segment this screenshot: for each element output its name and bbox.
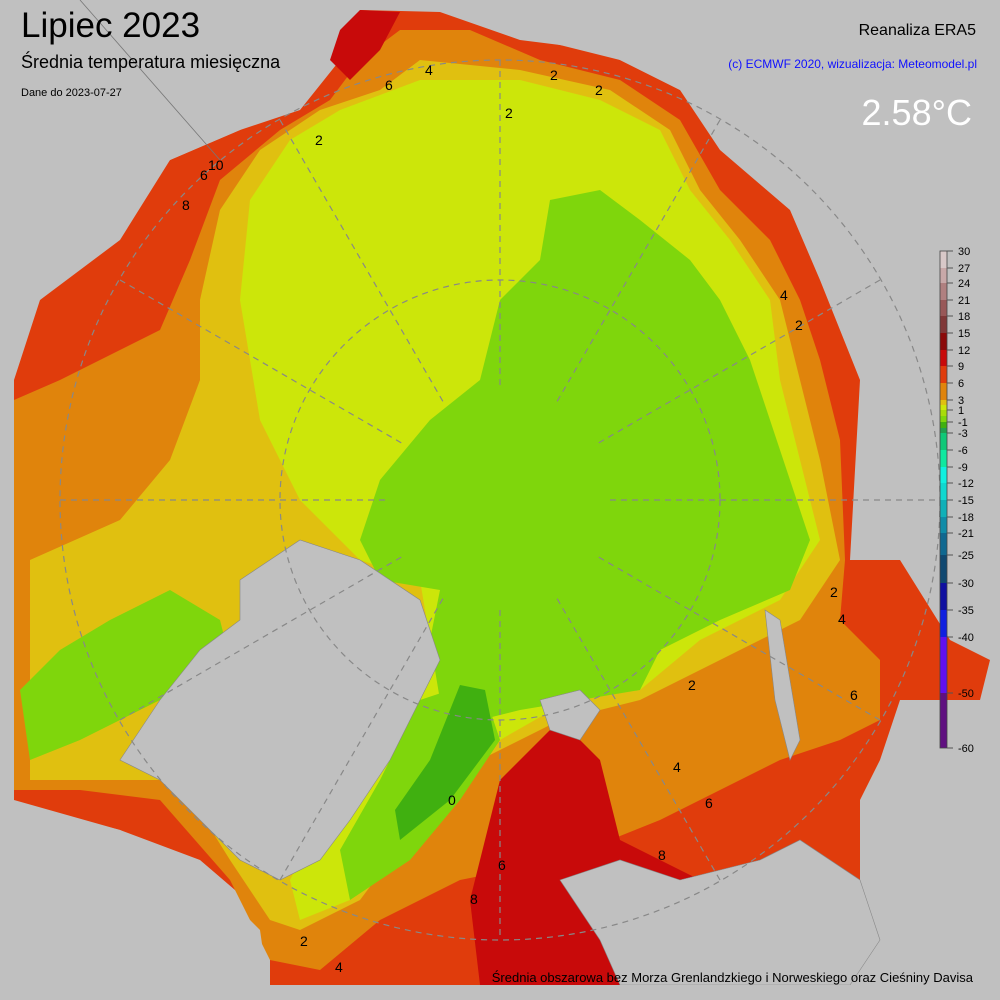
colorbar-band bbox=[940, 405, 947, 410]
colorbar-tick-label: -60 bbox=[958, 743, 974, 755]
contour-label: 4 bbox=[780, 287, 788, 303]
colorbar-band bbox=[940, 450, 947, 467]
contour-label: 4 bbox=[673, 759, 681, 775]
colorbar-tick-label: -21 bbox=[958, 528, 974, 540]
colorbar-band bbox=[940, 410, 947, 416]
contour-label: 2 bbox=[300, 933, 308, 949]
colorbar-band bbox=[940, 316, 947, 333]
contour-label: 4 bbox=[335, 959, 343, 975]
colorbar-tick-label: 24 bbox=[958, 278, 970, 290]
contour-label: 2 bbox=[830, 584, 838, 600]
colorbar-tick-label: -3 bbox=[958, 428, 968, 440]
colorbar-band bbox=[940, 383, 947, 400]
contour-label: 8 bbox=[470, 891, 478, 907]
land-novaya-zemlya bbox=[764, 609, 801, 761]
colorbar-band bbox=[940, 500, 947, 517]
colorbar-band bbox=[940, 283, 947, 300]
land-south bbox=[270, 985, 1000, 1000]
colorbar-tick-label: -18 bbox=[958, 512, 974, 524]
field-green bbox=[360, 190, 810, 720]
colorbar-band bbox=[940, 555, 947, 583]
contour-label: 4 bbox=[838, 611, 846, 627]
field-green-dark bbox=[395, 685, 495, 840]
colorbar-band bbox=[940, 300, 947, 316]
colorbar-tick-label: 6 bbox=[958, 378, 964, 390]
colorbar-tick-label: -35 bbox=[958, 605, 974, 617]
contour-label: 8 bbox=[182, 197, 190, 213]
colorbar-tick-label: 12 bbox=[958, 345, 970, 357]
colorbar-tick-label: -12 bbox=[958, 478, 974, 490]
colorbar-tick-label: 27 bbox=[958, 263, 970, 275]
contour-label: 6 bbox=[850, 687, 858, 703]
colorbar-tick-label: 1 bbox=[958, 405, 964, 417]
source-label: Reanaliza ERA5 bbox=[858, 22, 976, 39]
colorbar-band bbox=[940, 333, 947, 350]
colorbar-band bbox=[940, 251, 947, 268]
colorbar-tick-label: 30 bbox=[958, 246, 970, 258]
colorbar-tick-label: -9 bbox=[958, 462, 968, 474]
contour-label: 2 bbox=[315, 132, 323, 148]
area-mean-value: 2.58°C bbox=[861, 92, 972, 133]
land-scandinavia bbox=[559, 839, 881, 986]
credit-link[interactable]: (c) ECMWF 2020, wizualizacja: Meteomodel… bbox=[728, 57, 977, 71]
contour-label: 4 bbox=[425, 62, 433, 78]
colorbar-band bbox=[940, 483, 947, 500]
contour-label: 6 bbox=[705, 795, 713, 811]
contour-label: 2 bbox=[688, 677, 696, 693]
footnote: Średnia obszarowa bez Morza Grenlandzkie… bbox=[491, 970, 973, 985]
colorbar: 30 27 24 21 18 15 12 9 6 31-1-3 -6 -9 -12 -15 -18 -21 -2… bbox=[939, 246, 974, 755]
land-southwest bbox=[0, 800, 270, 1000]
colorbar-band bbox=[940, 467, 947, 483]
contour-label: 10 bbox=[208, 157, 224, 173]
colorbar-tick-label: 21 bbox=[958, 295, 970, 307]
colorbar-tick-label: -50 bbox=[958, 688, 974, 700]
contour-label: 6 bbox=[385, 77, 393, 93]
colorbar-tick-label: -30 bbox=[958, 578, 974, 590]
colorbar-tick-label: 3 bbox=[958, 395, 964, 407]
colorbar-band bbox=[940, 428, 947, 433]
data-date: Dane do 2023-07-27 bbox=[21, 87, 122, 99]
page-title: Lipiec 2023 bbox=[21, 6, 201, 45]
meridian-line bbox=[79, 0, 221, 161]
colorbar-tick-label: 18 bbox=[958, 311, 970, 323]
land-northwest-corner bbox=[0, 0, 350, 320]
colorbar-band bbox=[940, 366, 947, 383]
colorbar-tick-label: 15 bbox=[958, 328, 970, 340]
colorbar-tick-label: -1 bbox=[958, 417, 968, 429]
contour-label: 2 bbox=[795, 317, 803, 333]
contour-label: 6 bbox=[498, 857, 506, 873]
contour-label: 0 bbox=[448, 792, 456, 808]
contour-label: 2 bbox=[505, 105, 513, 121]
colorbar-band bbox=[940, 610, 947, 637]
colorbar-band bbox=[940, 400, 947, 405]
colorbar-band bbox=[940, 350, 947, 366]
land-siberia-east bbox=[440, 0, 1000, 560]
contour-label: 8 bbox=[658, 847, 666, 863]
colorbar-band bbox=[940, 517, 947, 533]
colorbar-tick-label: 9 bbox=[958, 361, 964, 373]
colorbar-band bbox=[940, 422, 947, 428]
field-dark-red-northwest bbox=[320, 10, 400, 80]
colorbar-band bbox=[940, 583, 947, 610]
colorbar-tick-label: -40 bbox=[958, 632, 974, 644]
colorbar-band bbox=[940, 416, 947, 422]
contour-label: 2 bbox=[595, 82, 603, 98]
colorbar-band bbox=[940, 637, 947, 693]
colorbar-band bbox=[940, 268, 947, 283]
contour-label: 2 bbox=[550, 67, 558, 83]
colorbar-band bbox=[940, 533, 947, 555]
land-greenland bbox=[119, 539, 441, 881]
page-subtitle: Średnia temperatura miesięczna bbox=[21, 52, 281, 72]
colorbar-tick-label: -15 bbox=[958, 495, 974, 507]
field-green-southwest bbox=[20, 590, 230, 760]
colorbar-band bbox=[940, 433, 947, 450]
colorbar-tick-label: -25 bbox=[958, 550, 974, 562]
colorbar-band bbox=[940, 693, 947, 748]
contour-label: 6 bbox=[200, 167, 208, 183]
colorbar-tick-label: -6 bbox=[958, 445, 968, 457]
